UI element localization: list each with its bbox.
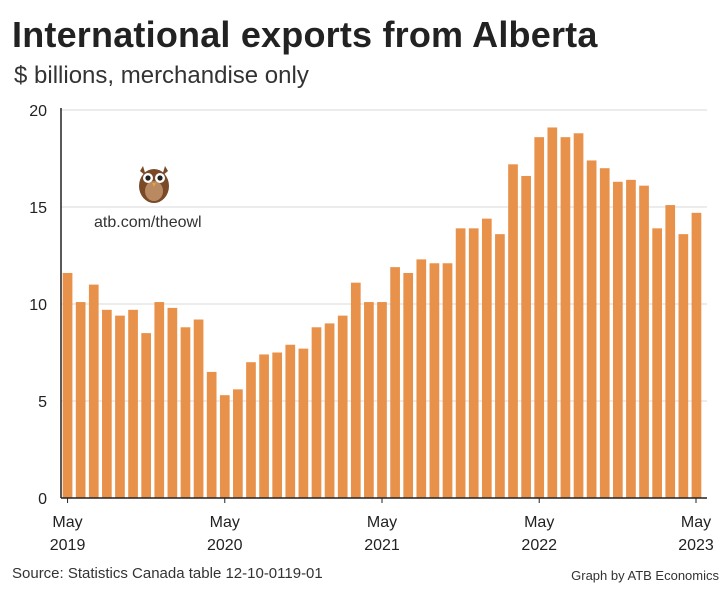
bar-2020-07 bbox=[246, 362, 256, 498]
bar-2021-03 bbox=[350, 282, 361, 498]
bar-2020-01 bbox=[167, 307, 178, 498]
bars bbox=[62, 127, 702, 499]
bar-2022-04 bbox=[521, 175, 531, 498]
bar-2021-04 bbox=[364, 302, 374, 498]
x-tick-label-year: 2022 bbox=[521, 537, 557, 554]
bar-2023-02 bbox=[652, 228, 662, 498]
bar-2020-05 bbox=[219, 395, 230, 498]
y-tick-label: 20 bbox=[29, 103, 47, 120]
bar-2020-11 bbox=[298, 348, 309, 498]
bar-2021-05 bbox=[377, 302, 387, 498]
bar-2019-05 bbox=[62, 272, 73, 498]
bar-2020-03 bbox=[193, 319, 204, 498]
bar-2022-12 bbox=[626, 179, 636, 498]
y-tick-label: 10 bbox=[29, 297, 47, 314]
bar-2019-06 bbox=[75, 302, 86, 498]
bar-2019-10 bbox=[128, 309, 138, 498]
bar-2023-05 bbox=[691, 212, 702, 498]
x-tick-label-month: May bbox=[681, 514, 711, 531]
x-tick-label-year: 2021 bbox=[364, 537, 400, 554]
bar-2020-09 bbox=[272, 352, 283, 498]
bar-2020-02 bbox=[180, 327, 191, 498]
bar-2021-01 bbox=[324, 323, 335, 498]
y-tick-label: 15 bbox=[29, 200, 47, 217]
axes bbox=[60, 108, 707, 499]
bar-2022-08 bbox=[573, 133, 584, 498]
x-tick-label-year: 2020 bbox=[207, 537, 243, 554]
x-tick-label-month: May bbox=[524, 514, 554, 531]
x-tick-label-month: May bbox=[367, 514, 397, 531]
y-tick-labels: 0 5 10 15 20 bbox=[29, 103, 47, 508]
bar-2021-07 bbox=[403, 272, 414, 498]
bar-2022-03 bbox=[508, 164, 518, 498]
chart-title: International exports from Alberta bbox=[12, 14, 598, 55]
bar-2019-11 bbox=[141, 333, 152, 498]
bar-2021-09 bbox=[429, 263, 440, 498]
bar-2020-12 bbox=[311, 327, 322, 498]
bar-2022-11 bbox=[612, 181, 623, 498]
x-tick-labels: May 2019 May 2020 May 2021 May 2022 May 2023 bbox=[50, 498, 714, 554]
bar-2019-12 bbox=[154, 302, 165, 498]
y-tick-label: 5 bbox=[38, 394, 47, 411]
bar-2021-06 bbox=[390, 267, 400, 498]
credit-note: Graph by ATB Economics bbox=[571, 568, 719, 583]
bar-2022-05 bbox=[534, 137, 545, 498]
bar-2020-06 bbox=[233, 389, 243, 498]
bar-2022-07 bbox=[560, 137, 571, 498]
owl-link-label: atb.com/theowl bbox=[94, 214, 202, 231]
bar-2019-09 bbox=[115, 315, 125, 498]
owl-logo-icon bbox=[137, 162, 171, 209]
bar-2022-06 bbox=[547, 127, 558, 499]
bar-2020-10 bbox=[285, 344, 296, 498]
bar-2023-04 bbox=[678, 234, 689, 498]
x-tick-label-month: May bbox=[210, 514, 240, 531]
bar-2020-08 bbox=[259, 354, 269, 498]
bar-2019-07 bbox=[88, 284, 99, 498]
x-tick-label-year: 2023 bbox=[678, 537, 714, 554]
bar-2021-02 bbox=[337, 315, 348, 498]
x-tick-label-year: 2019 bbox=[50, 537, 86, 554]
bar-2023-03 bbox=[665, 205, 676, 498]
chart-subtitle: $ billions, merchandise only bbox=[14, 62, 309, 89]
bar-2021-12 bbox=[468, 228, 479, 498]
y-tick-label: 0 bbox=[38, 491, 47, 508]
bar-2021-10 bbox=[442, 263, 453, 498]
bar-2022-02 bbox=[495, 234, 505, 498]
bar-2021-11 bbox=[455, 228, 466, 498]
bar-2023-01 bbox=[639, 185, 649, 498]
source-note: Source: Statistics Canada table 12-10-01… bbox=[12, 565, 323, 582]
bar-2020-04 bbox=[206, 371, 217, 498]
x-tick-label-month: May bbox=[52, 514, 82, 531]
bar-2022-10 bbox=[599, 168, 610, 498]
bar-2022-09 bbox=[586, 160, 597, 498]
bar-2021-08 bbox=[416, 259, 427, 498]
bar-2019-08 bbox=[102, 309, 112, 498]
bar-2022-01 bbox=[481, 218, 492, 498]
